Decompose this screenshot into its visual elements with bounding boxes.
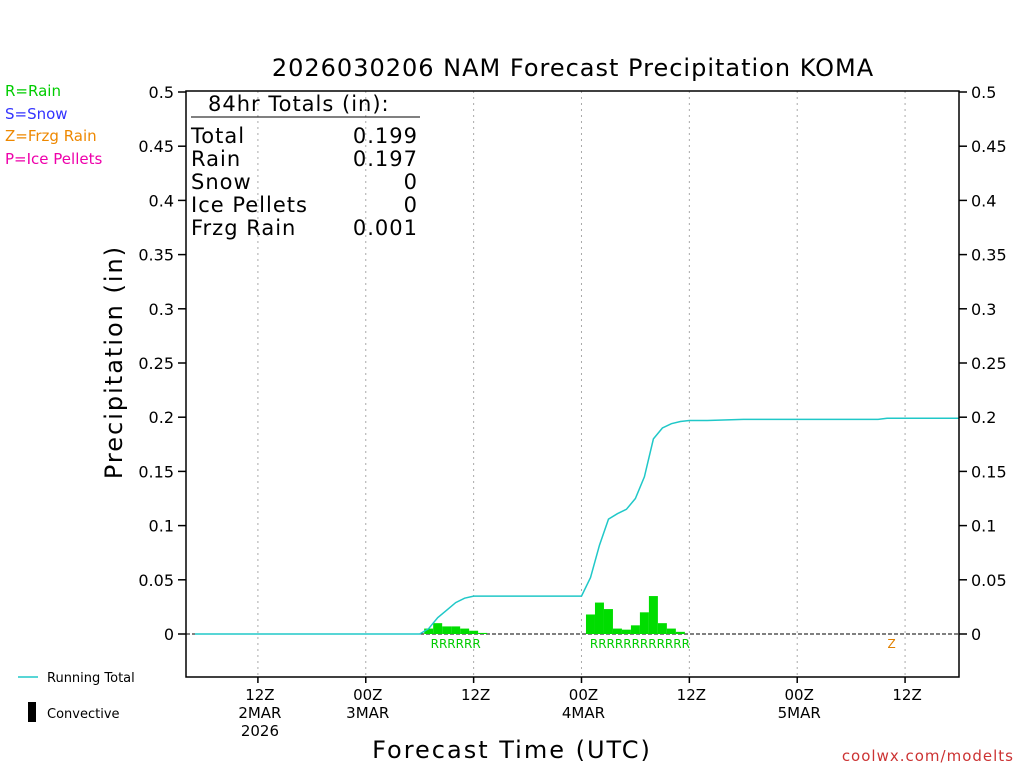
- precip-bar: [424, 628, 434, 634]
- y-tick-label-left: 0.45: [138, 137, 174, 156]
- y-tick-label-right: 0.2: [971, 408, 996, 427]
- y-axis-left: 0 0.05 0.1 0.15 0.2 0.25 0.3 0.35 0.4 0.45 0.5: [138, 83, 186, 644]
- precip-bar: [621, 629, 631, 634]
- y-tick-label-left: 0.3: [149, 300, 174, 319]
- precip-bar: [657, 623, 667, 634]
- y-tick-label-left: 0.15: [138, 462, 174, 481]
- ptype-legend: R=Rain S=Snow Z=Frzg Rain P=Ice Pellets: [5, 82, 102, 168]
- y-tick-label-right: 0.25: [971, 354, 1007, 373]
- ptype-legend-ice-pellets: P=Ice Pellets: [5, 150, 102, 168]
- x-tick-label: 12Z: [677, 686, 706, 704]
- precip-bar: [639, 612, 649, 634]
- x-tick-label: 00Z: [569, 686, 598, 704]
- totals-label-rain: Rain: [191, 147, 241, 171]
- totals-label-total: Total: [190, 124, 245, 148]
- y-tick-label-left: 0: [164, 625, 174, 644]
- y-tick-label-left: 0.2: [149, 408, 174, 427]
- x-tick-label: 00Z: [353, 686, 382, 704]
- precip-bar: [648, 596, 658, 634]
- ptype-label: RRRRRR: [431, 637, 481, 651]
- ptype-legend-frzg-rain: Z=Frzg Rain: [5, 127, 97, 145]
- y-tick-label-left: 0.05: [138, 571, 174, 590]
- ptype-label: Z: [887, 637, 895, 651]
- ptype-labels: RRRRRR RRRRRRRRRRRR Z: [431, 637, 896, 651]
- totals-box: 84hr Totals (in): Total 0.199 Rain 0.197…: [190, 92, 420, 240]
- ptype-label: RRRRRRRRRRRR: [590, 637, 690, 651]
- x-tick-label: 00Z: [785, 686, 814, 704]
- x-tick-label: 5MAR: [778, 704, 821, 722]
- precip-bar: [603, 609, 613, 634]
- convective-legend-label: Convective: [47, 707, 120, 722]
- convective-swatch: [28, 702, 36, 722]
- totals-value-total: 0.199: [353, 124, 418, 148]
- totals-value-frzg-rain: 0.001: [353, 216, 418, 240]
- precip-bar: [469, 630, 479, 634]
- y-tick-label-left: 0.4: [149, 191, 174, 210]
- precip-bar: [442, 626, 452, 634]
- y-axis-label: Precipitation (in): [100, 245, 128, 479]
- y-tick-label-right: 0.4: [971, 191, 996, 210]
- y-tick-label-left: 0.35: [138, 246, 174, 265]
- x-tick-label: 12Z: [461, 686, 490, 704]
- x-tick-label: 4MAR: [562, 704, 605, 722]
- x-tick-label: 2026: [241, 722, 279, 740]
- running-total-legend-label: Running Total: [47, 671, 135, 686]
- totals-header: 84hr Totals (in):: [208, 92, 390, 116]
- y-axis-right: 0 0.05 0.1 0.15 0.2 0.25 0.3 0.35 0.4 0.45 0.5: [959, 83, 1007, 644]
- bottom-legend: Running Total Convective: [18, 671, 135, 722]
- totals-value-rain: 0.197: [353, 147, 418, 171]
- x-axis-label: Forecast Time (UTC): [372, 736, 652, 764]
- y-tick-label-right: 0: [971, 625, 981, 644]
- plot-frame: [185, 90, 960, 678]
- y-tick-label-right: 0.45: [971, 137, 1007, 156]
- convective-bars: [424, 596, 685, 634]
- precip-bar: [630, 625, 640, 634]
- y-tick-label-left: 0.25: [138, 354, 174, 373]
- x-gridlines: [257, 91, 906, 677]
- y-tick-label-left: 0.5: [149, 83, 174, 102]
- y-tick-label-right: 0.05: [971, 571, 1007, 590]
- running-total-line: [195, 417, 959, 635]
- totals-value-ice-pellets: 0: [404, 193, 418, 217]
- y-tick-label-right: 0.3: [971, 300, 996, 319]
- totals-label-ice-pellets: Ice Pellets: [191, 193, 308, 217]
- precip-bar: [594, 602, 604, 634]
- x-tick-label: 12Z: [892, 686, 921, 704]
- precip-bar: [460, 628, 470, 634]
- chart-title: 2026030206 NAM Forecast Precipitation KO…: [272, 54, 874, 82]
- x-tick-label: 12Z: [245, 686, 274, 704]
- precip-bar: [433, 623, 443, 634]
- x-tick-label: 2MAR: [238, 704, 281, 722]
- totals-value-snow: 0: [404, 170, 418, 194]
- precip-bar: [666, 628, 676, 634]
- y-tick-label-left: 0.1: [149, 517, 174, 536]
- totals-label-snow: Snow: [191, 170, 252, 194]
- ptype-legend-rain: R=Rain: [5, 82, 61, 100]
- y-tick-label-right: 0.1: [971, 517, 996, 536]
- credit-link[interactable]: coolwx.com/modelts: [842, 747, 1014, 765]
- ptype-legend-snow: S=Snow: [5, 105, 68, 123]
- precip-bar: [675, 631, 685, 634]
- totals-label-frzg-rain: Frzg Rain: [191, 216, 296, 240]
- y-tick-label-right: 0.35: [971, 246, 1007, 265]
- precip-bar: [478, 632, 488, 634]
- y-tick-label-right: 0.15: [971, 462, 1007, 481]
- precip-bar: [612, 628, 622, 634]
- precip-bar: [451, 626, 461, 634]
- y-tick-label-right: 0.5: [971, 83, 996, 102]
- x-tick-label: 3MAR: [346, 704, 389, 722]
- precip-bar: [585, 614, 595, 634]
